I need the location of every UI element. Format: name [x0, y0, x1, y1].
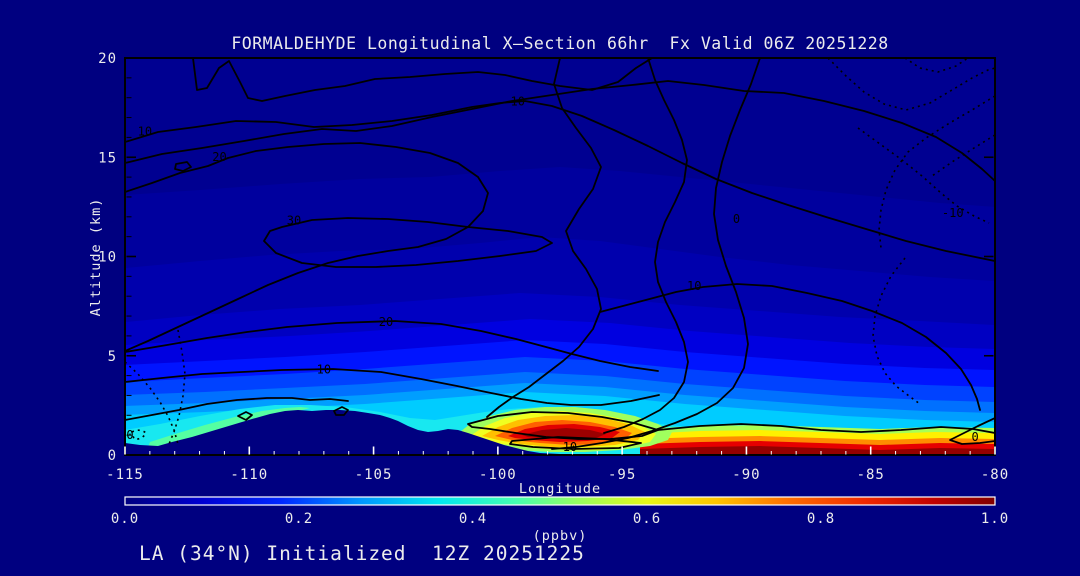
contour-lines: [126, 59, 994, 450]
colorbar-unit-label: (ppbv): [532, 528, 588, 544]
contour-label: 30: [287, 214, 301, 228]
contour-label: 20: [212, 150, 226, 164]
x-tick-label: -100: [479, 467, 517, 483]
x-tick-label: -85: [857, 467, 885, 483]
contour-label: 20: [379, 315, 393, 329]
terrain-silhouette: [126, 410, 994, 454]
x-tick-label: -80: [981, 467, 1009, 483]
x-tick-label: -90: [732, 467, 760, 483]
colorbar-tick-label: 0.0: [111, 511, 139, 527]
contour-label: 0: [971, 430, 978, 444]
axis-ticks: [124, 57, 996, 456]
plot-frame: [124, 57, 996, 456]
chart-title: FORMALDEHYDE Longitudinal X—Section 66hr…: [231, 34, 889, 53]
y-tick-label: 15: [98, 150, 117, 166]
contour-label: 10: [317, 363, 331, 377]
y-tick-label: 10: [98, 250, 117, 266]
x-axis-label: Longitude: [518, 481, 602, 497]
y-tick-label: 20: [98, 51, 117, 67]
contour-label: 10: [138, 124, 152, 138]
y-tick-label: 0: [108, 448, 117, 464]
colorbar-tick-label: 0.4: [459, 511, 487, 527]
colorbar-tick-labels: 0.0 0.2 0.4 0.6 0.8 1.0: [111, 511, 1009, 527]
contour-label: 10: [563, 440, 577, 454]
colorbar-tick-label: 0.2: [285, 511, 313, 527]
filled-contour-field: [126, 59, 994, 454]
colorbar-tick-label: 0.8: [807, 511, 835, 527]
x-tick-label: -110: [230, 467, 268, 483]
x-tick-label: -105: [355, 467, 393, 483]
contour-label: 10: [687, 279, 701, 293]
contour-label: -10: [942, 206, 964, 220]
contour-label: 10: [511, 95, 525, 109]
contour-label: 0: [733, 212, 740, 226]
init-annotation: LA (34°N) Initialized 12Z 20251225: [139, 542, 585, 565]
colorbar: [124, 496, 996, 506]
x-tick-label: -95: [608, 467, 636, 483]
colorbar-tick-label: 0.6: [633, 511, 661, 527]
y-tick-label: 5: [108, 349, 117, 365]
colorbar-tick-label: 1.0: [981, 511, 1009, 527]
x-tick-label: -115: [106, 467, 144, 483]
